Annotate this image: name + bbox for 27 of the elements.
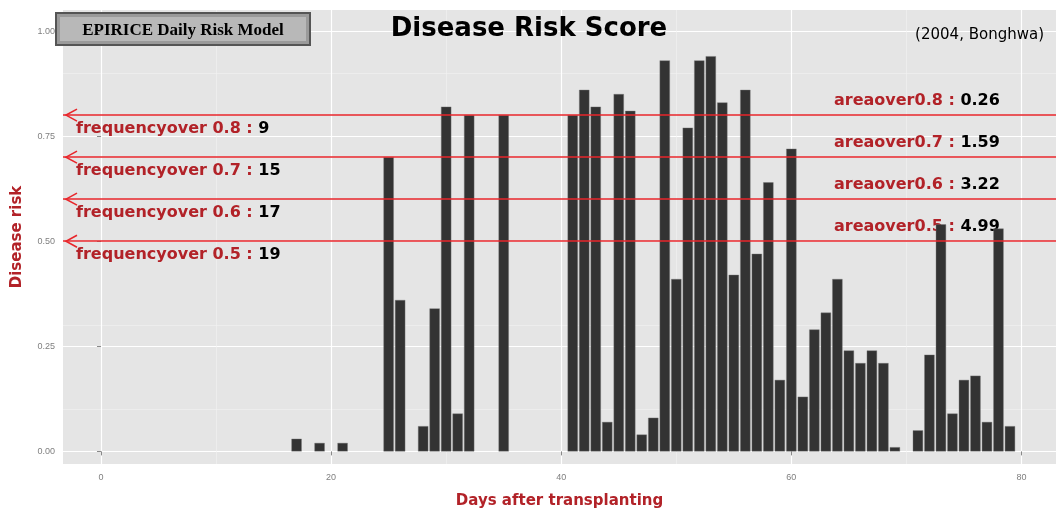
ref-line-label: frequencyover 0.8 : 9: [76, 117, 270, 137]
y-tick-label: 0.25: [37, 341, 55, 352]
x-tick-label: 60: [786, 471, 797, 482]
ref-line-label: frequencyover 0.7 : 15: [76, 159, 281, 179]
x-tick-label: 20: [326, 471, 337, 482]
y-tick-label: 0.00: [37, 446, 55, 457]
text: (2004, Bonghwa): [915, 24, 1045, 43]
annotation: areaover0.7 : 1.59: [834, 131, 1000, 151]
bar: [337, 442, 348, 452]
y-axis-title: Disease risk: [6, 184, 25, 289]
annotation: areaover0.6 : 3.22: [834, 173, 1000, 193]
bar: [291, 438, 302, 452]
y-tick-label: 0.50: [37, 236, 55, 247]
x-tick-label: 0: [98, 471, 104, 482]
x-tick-label: 80: [1016, 471, 1027, 482]
ref-line-label: frequencyover 0.5 : 19: [76, 243, 281, 263]
annotation: EPIRICE Daily Risk Model: [82, 19, 285, 39]
y-tick-label: 0.75: [37, 131, 55, 142]
annotation: areaover0.8 : 0.26: [834, 89, 1000, 109]
x-tick-label: 40: [556, 471, 567, 482]
bar: [498, 115, 509, 452]
bar: [314, 442, 325, 452]
chart-title: Disease Risk Score: [390, 12, 668, 42]
ref-line-label: frequencyover 0.6 : 17: [76, 201, 281, 221]
y-tick-label: 1.00: [37, 26, 55, 37]
x-axis-title: Days after transplanting: [455, 490, 664, 509]
annotation: areaover0.5 : 4.99: [834, 215, 1000, 235]
